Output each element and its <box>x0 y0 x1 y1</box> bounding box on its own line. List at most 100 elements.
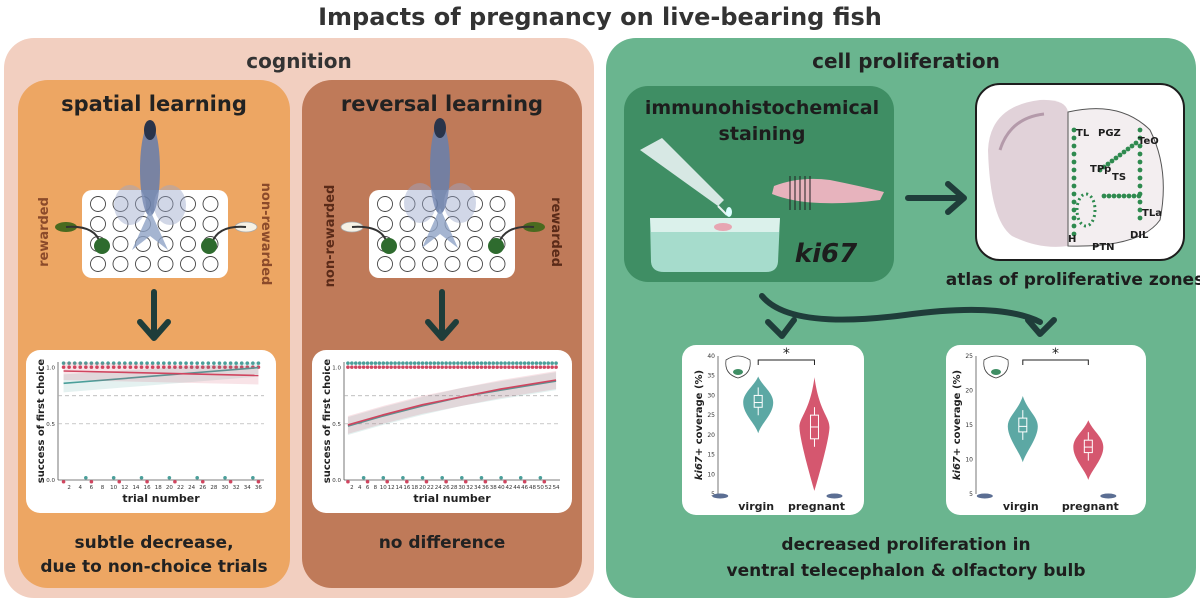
ihc-title-line2: staining <box>719 123 806 145</box>
y-tick-label: 25 <box>707 412 715 419</box>
trial-dot <box>106 361 110 365</box>
maze-well <box>377 256 393 272</box>
x-tick-label: 24 <box>435 485 442 491</box>
category-label: pregnant <box>1062 500 1119 513</box>
trial-dot <box>150 365 155 369</box>
trial-dot <box>251 361 255 365</box>
y-axis-label: success of first choice <box>36 359 47 484</box>
atlas-label: H <box>1068 234 1076 245</box>
brain-region-highlight <box>991 369 1001 375</box>
x-tick-label: 6 <box>366 485 370 491</box>
trial-dot <box>145 479 149 484</box>
x-tick-label: 22 <box>177 485 184 491</box>
trial-dot <box>111 475 116 480</box>
trial-dot <box>353 361 358 365</box>
split-arrow <box>759 293 1043 325</box>
maze-well <box>444 256 461 272</box>
reversal-down-arrow <box>425 289 459 341</box>
fish-icon <box>114 120 186 250</box>
trial-dot <box>440 475 444 480</box>
y-tick-label: 10 <box>707 471 715 478</box>
proliferation-zone-dot <box>1137 167 1143 173</box>
proliferation-zone-dot <box>1071 151 1077 157</box>
x-tick-label: 32 <box>233 485 240 491</box>
y-tick-label: 0.0 <box>332 478 341 484</box>
proliferation-zone-dot <box>1071 231 1077 237</box>
x-tick-label: 54 <box>553 485 560 491</box>
trial-dot <box>538 365 543 369</box>
trial-dot <box>487 365 492 369</box>
spatial-success-chart: 2 4 6 8 10 12 14 16 18 20 22 24 26 28 30 32 34 360.00.51.… <box>36 359 264 505</box>
reversal-chart-card <box>312 350 572 513</box>
trial-dot <box>78 365 83 369</box>
x-tick-label: 26 <box>199 485 206 491</box>
maze-well <box>422 256 438 272</box>
trial-dot <box>542 365 547 369</box>
trial-dot <box>546 361 551 365</box>
spatial-learning-title: spatial learning <box>61 92 247 116</box>
x-tick-label: 30 <box>458 485 465 491</box>
trial-dot <box>483 479 488 484</box>
proliferation-zone-dot <box>1117 152 1123 158</box>
trial-dot <box>448 365 452 369</box>
y-axis-label: ki67+ coverage (%) <box>952 370 963 480</box>
trial-dot <box>117 365 122 369</box>
trial-dot <box>167 475 172 480</box>
atlas-label: DIL <box>1130 230 1149 241</box>
trial-dot <box>401 361 405 365</box>
trial-dot <box>530 361 535 365</box>
maze-well <box>90 256 106 272</box>
trial-dot <box>550 365 554 369</box>
trial-dot <box>228 365 233 369</box>
trial-dot <box>515 361 519 365</box>
trial-dot <box>499 365 503 369</box>
trial-dot <box>239 365 244 369</box>
proliferation-zone-dot <box>1131 193 1137 199</box>
trial-dot <box>89 479 94 484</box>
trial-dot <box>139 361 144 365</box>
trial-dot <box>234 365 238 369</box>
fish-icon <box>712 493 729 499</box>
trial-dot <box>100 365 105 369</box>
trial-dot <box>161 361 166 365</box>
trial-dot <box>479 365 484 369</box>
trial-dot <box>178 365 183 369</box>
x-tick-label: 16 <box>144 485 151 491</box>
trial-dot <box>223 475 227 480</box>
trial-dot <box>448 361 452 365</box>
trial-dot <box>346 365 350 369</box>
trial-dot <box>206 365 211 369</box>
trial-dot <box>475 365 480 369</box>
trial-dot <box>228 361 233 365</box>
atlas-arrow <box>905 181 967 215</box>
maze-well <box>180 236 196 252</box>
x-tick-label: 36 <box>482 485 489 491</box>
staining-illustration <box>640 138 884 272</box>
cell-proliferation-title: cell proliferation <box>812 49 1000 73</box>
trial-dot <box>444 361 448 365</box>
fish-icon <box>1100 493 1117 499</box>
x-tick-label: 38 <box>490 485 497 491</box>
trial-dot <box>436 361 441 365</box>
category-label: virgin <box>1003 500 1039 513</box>
trial-dot <box>456 361 460 365</box>
trial-dot <box>499 475 503 480</box>
trial-dot <box>95 361 99 365</box>
trial-dot <box>61 479 66 484</box>
trial-dot <box>507 361 511 365</box>
atlas-label: TL <box>1076 128 1090 139</box>
x-tick-label: 6 <box>90 485 94 491</box>
y-axis-label-italic: ki67+ <box>952 448 963 480</box>
maze-well <box>399 216 416 232</box>
trial-dot <box>195 365 199 369</box>
proliferation-zone-dot <box>1101 164 1107 170</box>
trial-dot <box>554 365 558 369</box>
trial-dot <box>178 361 183 365</box>
trial-dot <box>173 361 177 365</box>
trial-dot <box>150 361 155 365</box>
trial-dot <box>424 479 429 484</box>
trial-dot <box>212 361 216 365</box>
spatial-left-label: rewarded <box>37 197 52 267</box>
maze-well <box>180 216 196 232</box>
